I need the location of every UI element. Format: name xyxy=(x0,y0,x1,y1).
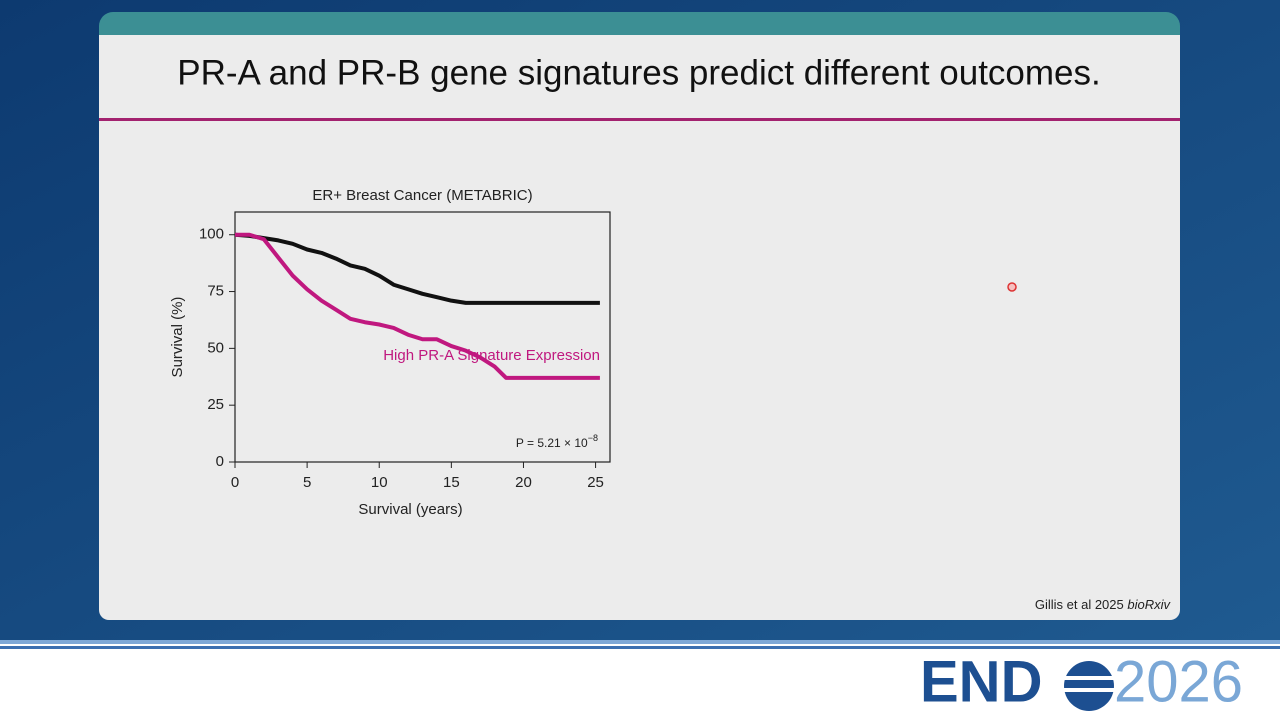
logo-globe-line xyxy=(1062,676,1116,680)
footer-stripe xyxy=(0,640,1280,644)
footer-stripe xyxy=(0,646,1280,649)
logo: END 2026 xyxy=(920,649,1243,714)
x-axis-label: Survival (years) xyxy=(358,501,462,518)
slide-panel xyxy=(99,35,1180,620)
x-tick-label: 5 xyxy=(303,474,311,491)
y-tick-label: 100 xyxy=(199,226,224,243)
x-tick-label: 10 xyxy=(371,474,388,491)
plot-frame xyxy=(234,211,611,463)
title-rule xyxy=(99,118,1180,121)
survival-curve xyxy=(235,232,600,380)
p-value-base: P = 5.21 × 10 xyxy=(516,436,588,450)
series-label: High PR-A Signature Expression xyxy=(383,347,600,364)
p-value-exponent: −8 xyxy=(588,433,598,443)
x-tick-label: 20 xyxy=(515,474,532,491)
y-tick-label: 50 xyxy=(207,339,224,356)
y-axis-label: Survival (%) xyxy=(169,297,186,378)
chart-title: ER+ Breast Cancer (METABRIC) xyxy=(312,187,532,204)
y-tick-label: 75 xyxy=(207,283,224,300)
slide-panel xyxy=(99,35,1180,55)
x-tick-label: 25 xyxy=(587,474,604,491)
logo-left: END xyxy=(920,649,1042,714)
survival-curve xyxy=(234,232,600,305)
slide-title: PR-A and PR-B gene signatures predict di… xyxy=(177,53,1100,92)
x-tick-label: 0 xyxy=(231,474,239,491)
citation-journal: bioRxiv xyxy=(1127,597,1171,612)
x-tick-label: 15 xyxy=(443,474,460,491)
logo-right: 2026 xyxy=(1114,649,1243,714)
logo-globe xyxy=(1064,661,1114,711)
citation-authors: Gillis et al 2025 xyxy=(1035,597,1124,612)
citation: Gillis et al 2025 bioRxiv xyxy=(1035,597,1172,612)
y-tick-label: 25 xyxy=(207,396,224,413)
p-value: P = 5.21 × 10−8 xyxy=(516,433,598,450)
logo-globe-line xyxy=(1062,688,1116,692)
y-tick-label: 0 xyxy=(216,453,224,470)
pointer xyxy=(1007,282,1017,292)
chart: ER+ Breast Cancer (METABRIC) Survival (ye… xyxy=(169,187,611,518)
